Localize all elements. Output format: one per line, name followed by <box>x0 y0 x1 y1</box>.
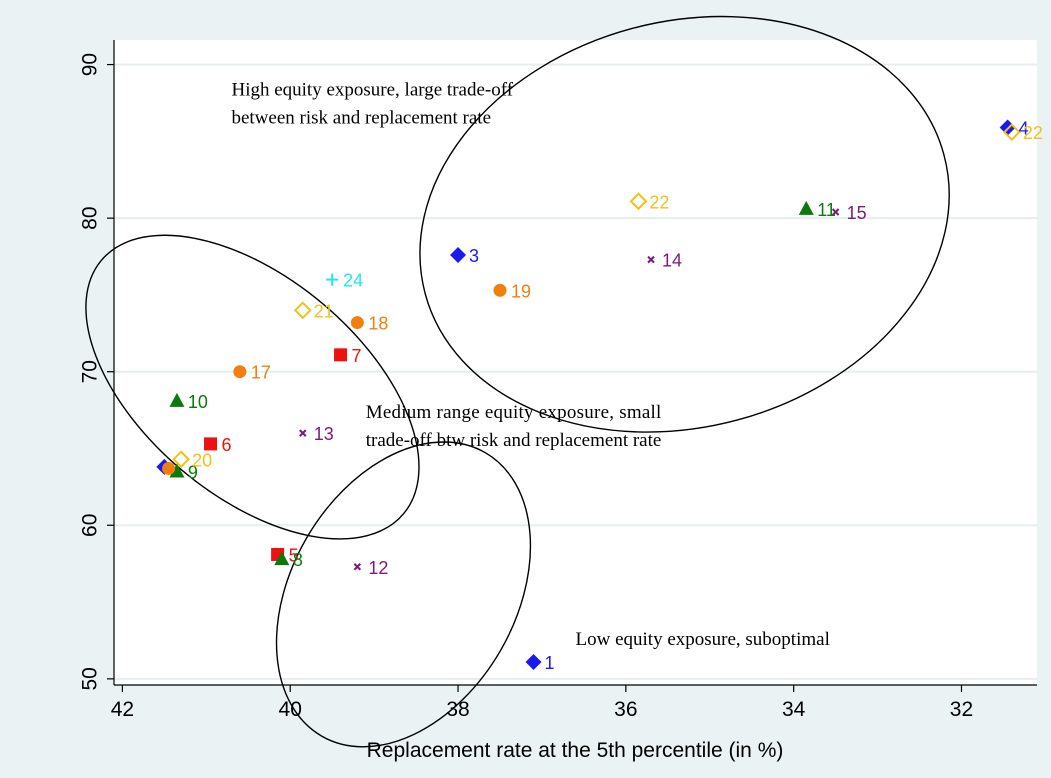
circle-point <box>233 365 247 379</box>
hollow-diamond-point <box>172 450 191 469</box>
point-label: 9 <box>188 463 198 483</box>
y-tick-label: 50 <box>79 667 102 690</box>
cluster-ellipse <box>275 441 532 748</box>
diamond-point <box>525 653 542 670</box>
point-label: 24 <box>343 271 363 291</box>
x-axis-title: Replacement rate at the 5th percentile (… <box>367 739 784 762</box>
y-tick-label: 90 <box>79 53 102 76</box>
cluster-ellipse <box>85 234 420 540</box>
point-label: 20 <box>192 450 212 470</box>
x-tick-label: 34 <box>782 698 806 721</box>
triangle-point <box>274 551 290 566</box>
point-label: 22 <box>1023 123 1043 143</box>
point-label: 18 <box>368 314 388 334</box>
cluster-ellipse <box>419 15 950 433</box>
point-label: 11 <box>817 200 836 220</box>
point-label: 1 <box>545 653 555 673</box>
annotation-line: Medium range equity exposure, small <box>366 402 662 423</box>
y-tick-label: 60 <box>79 514 102 537</box>
grid-lines <box>114 63 1037 680</box>
point-label: 17 <box>251 363 271 383</box>
axes <box>113 40 1037 686</box>
x-point <box>299 429 307 437</box>
data-points <box>156 119 1021 670</box>
hollow-diamond-point <box>1002 123 1021 142</box>
point-label: 22 <box>649 192 669 212</box>
annotation-line: High equity exposure, large trade-off <box>231 79 513 100</box>
point-label: 21 <box>314 301 334 321</box>
triangle-point <box>169 392 185 407</box>
circle-point <box>493 283 507 297</box>
point-label: 4 <box>1019 119 1029 139</box>
triangle-point <box>169 463 185 478</box>
point-label: 3 <box>469 246 479 266</box>
x-point <box>831 208 840 216</box>
point-label: 10 <box>188 392 208 412</box>
y-tick-label: 70 <box>79 360 102 383</box>
point-label: 6 <box>221 435 231 455</box>
cluster-ellipses <box>85 15 950 748</box>
x-point <box>353 563 362 571</box>
plot-background <box>114 40 1037 685</box>
annotation-line: trade-off btw risk and replacement rate <box>366 430 662 451</box>
point-label: 5 <box>289 545 299 565</box>
annotation-line: between risk and replacement rate <box>231 107 491 128</box>
point-label: 7 <box>352 346 362 366</box>
point-label: 13 <box>314 424 334 444</box>
x-point <box>647 255 655 264</box>
point-label: 19 <box>511 281 531 301</box>
circle-point <box>350 316 364 330</box>
x-tick-label: 42 <box>111 698 134 721</box>
point-label: 15 <box>847 203 867 223</box>
x-tick-label: 38 <box>446 698 469 721</box>
y-tick-label: 80 <box>79 206 102 229</box>
plus-point <box>326 273 339 286</box>
diamond-point <box>450 247 467 263</box>
square-point <box>203 437 217 451</box>
annotations: High equity exposure, large trade-off bet… <box>231 79 829 650</box>
point-label: 8 <box>293 550 303 570</box>
hollow-diamond-point <box>629 192 648 211</box>
triangle-point <box>798 200 814 215</box>
x-tick-label: 32 <box>950 698 973 721</box>
circle-point <box>162 461 176 475</box>
point-label: 14 <box>662 251 682 271</box>
hollow-diamond-point <box>293 301 312 320</box>
x-tick-label: 36 <box>614 698 637 721</box>
square-point <box>334 348 348 362</box>
annotation-line: Low equity exposure, suboptimal <box>576 629 830 650</box>
point-label: 12 <box>368 558 388 578</box>
x-tick-label: 40 <box>279 698 302 721</box>
